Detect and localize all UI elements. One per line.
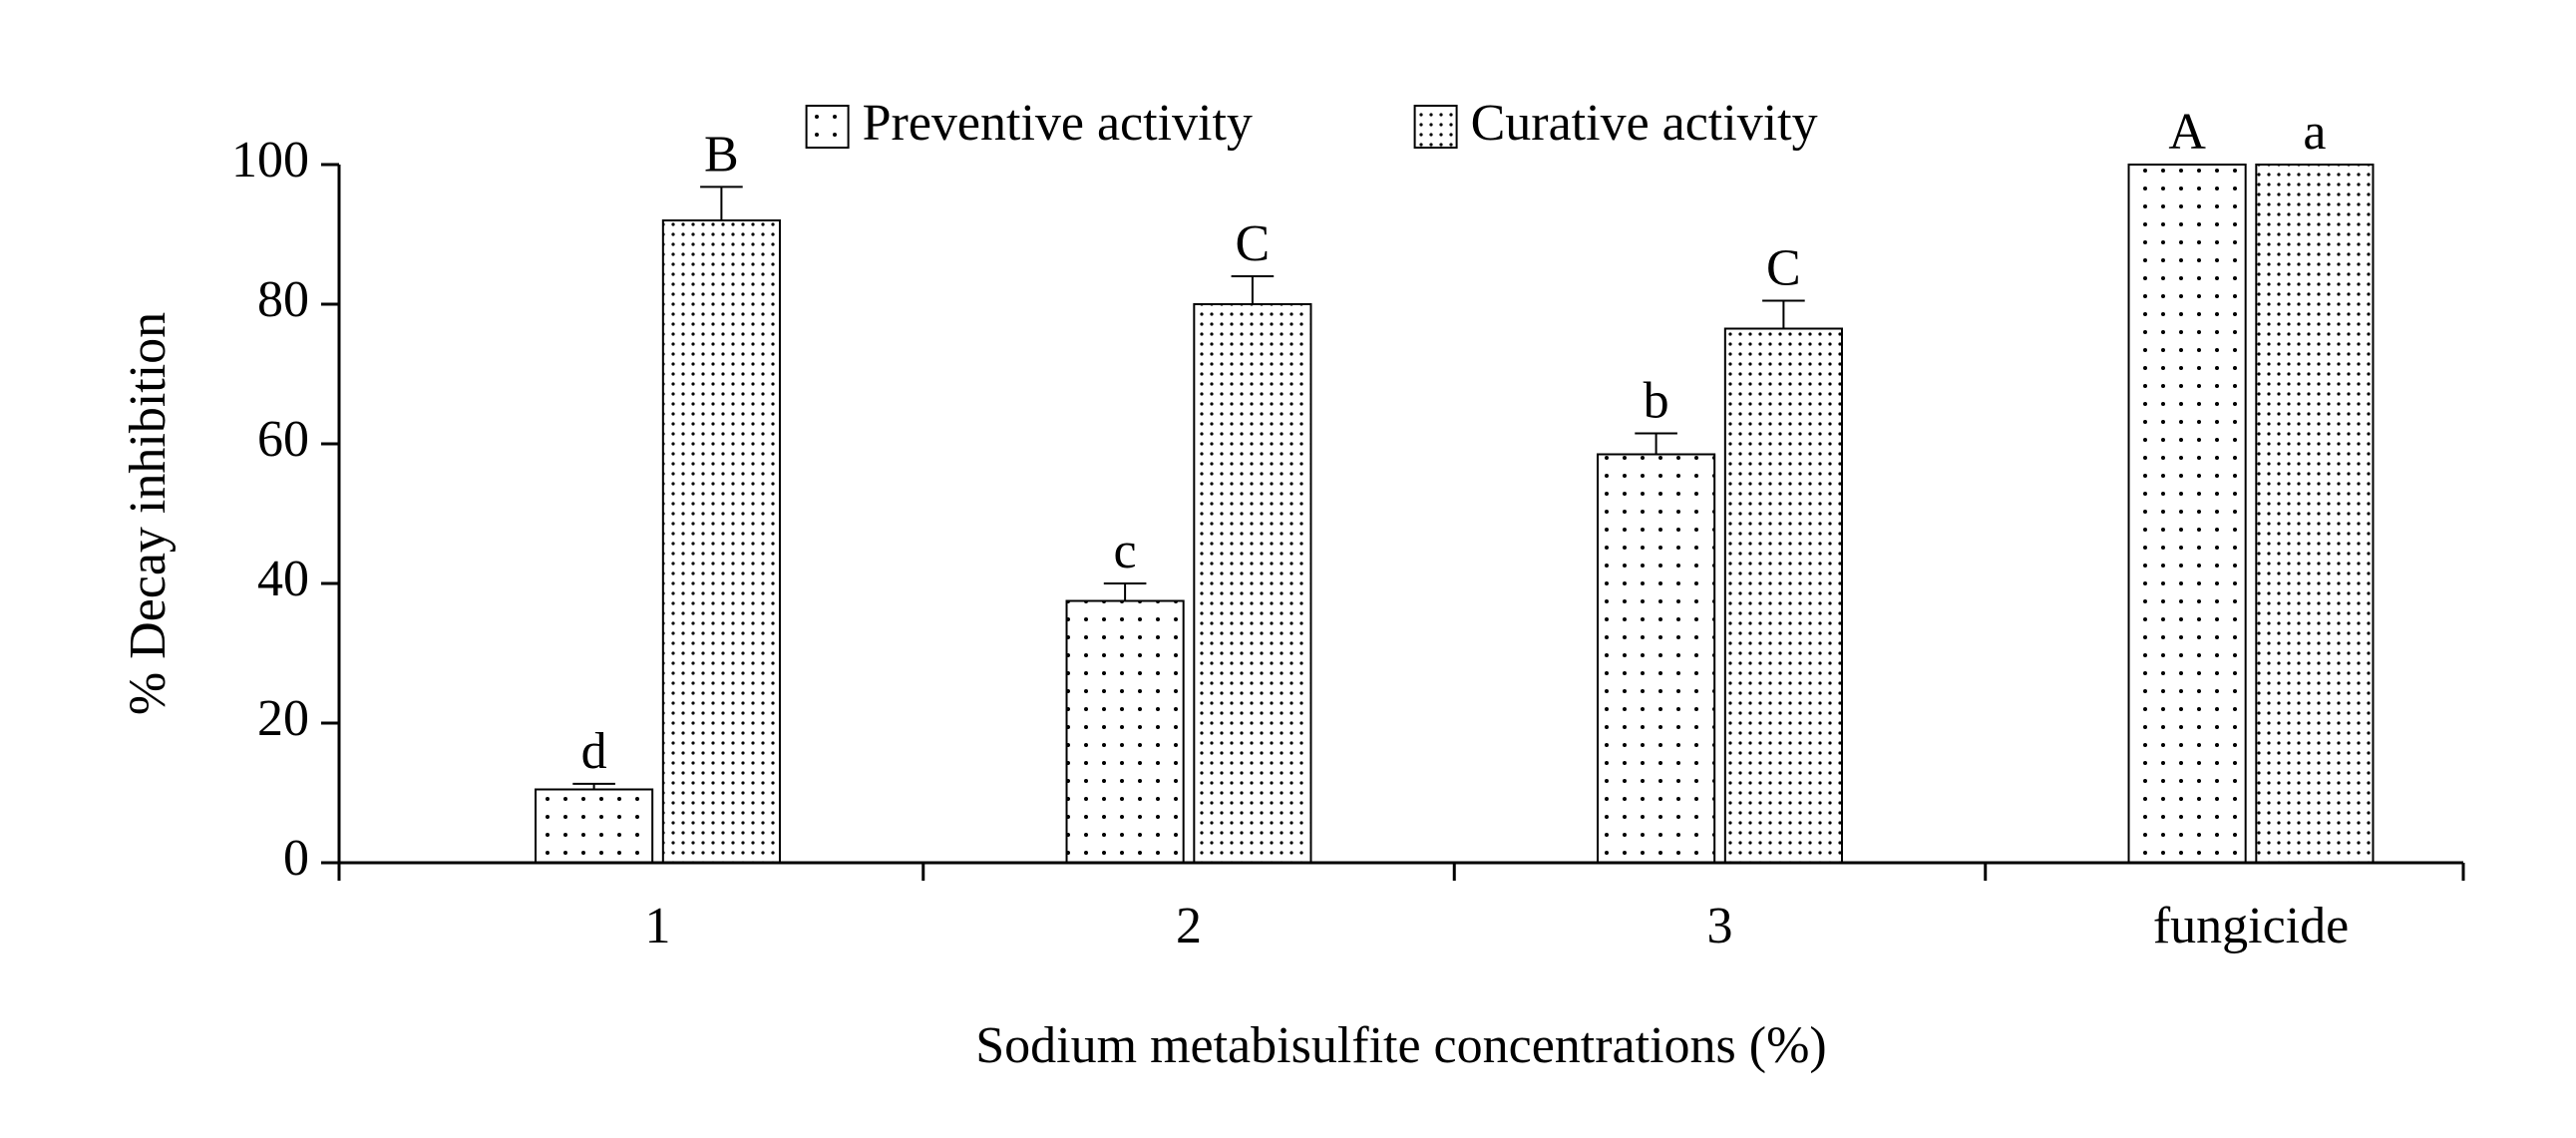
bar-annotation: C <box>1766 240 1801 297</box>
bar-annotation: b <box>1644 373 1669 430</box>
y-tick-label: 0 <box>283 830 309 887</box>
legend-swatch <box>807 106 849 148</box>
y-tick-label: 20 <box>257 690 309 747</box>
bar-series-0 <box>1067 601 1184 864</box>
bar-series-1 <box>663 220 780 863</box>
bar-series-1 <box>1194 304 1310 863</box>
x-category-label: 3 <box>1707 898 1733 954</box>
x-axis-title-svg: Sodium metabisulfite concentrations (%) <box>975 1017 1826 1074</box>
bar-series-1 <box>1725 329 1842 864</box>
x-category-label: fungicide <box>2153 898 2349 954</box>
bar-series-0 <box>2129 165 2246 863</box>
bar-annotation: B <box>704 126 739 183</box>
legend-swatch <box>1415 106 1457 148</box>
bar-annotation: c <box>1114 523 1137 579</box>
y-tick-label: 60 <box>257 411 309 468</box>
bar-series-0 <box>1598 455 1714 864</box>
bar-annotation: d <box>581 723 607 780</box>
bar-annotation: A <box>2168 104 2206 161</box>
bar-series-1 <box>2256 165 2373 863</box>
y-tick-label: 80 <box>257 271 309 328</box>
legend-label: Curative activity <box>1471 95 1818 152</box>
decay-inhibition-chart: 0 20 40 60 80 100 Preventive activity Curative… <box>0 0 2576 1138</box>
bar-annotation: C <box>1236 215 1271 272</box>
bar-series-0 <box>536 790 652 864</box>
y-tick-label: 100 <box>231 132 309 189</box>
x-category-label: 1 <box>645 898 671 954</box>
bar-annotation: a <box>2303 104 2326 161</box>
y-tick-label: 40 <box>257 551 309 607</box>
legend-label: Preventive activity <box>863 95 1253 152</box>
y-axis-title-svg: % Decay inhibition <box>120 312 177 715</box>
x-category-label: 2 <box>1176 898 1202 954</box>
chart-container: 0 20 40 60 80 100 Preventive activity Curative… <box>0 0 2576 1138</box>
